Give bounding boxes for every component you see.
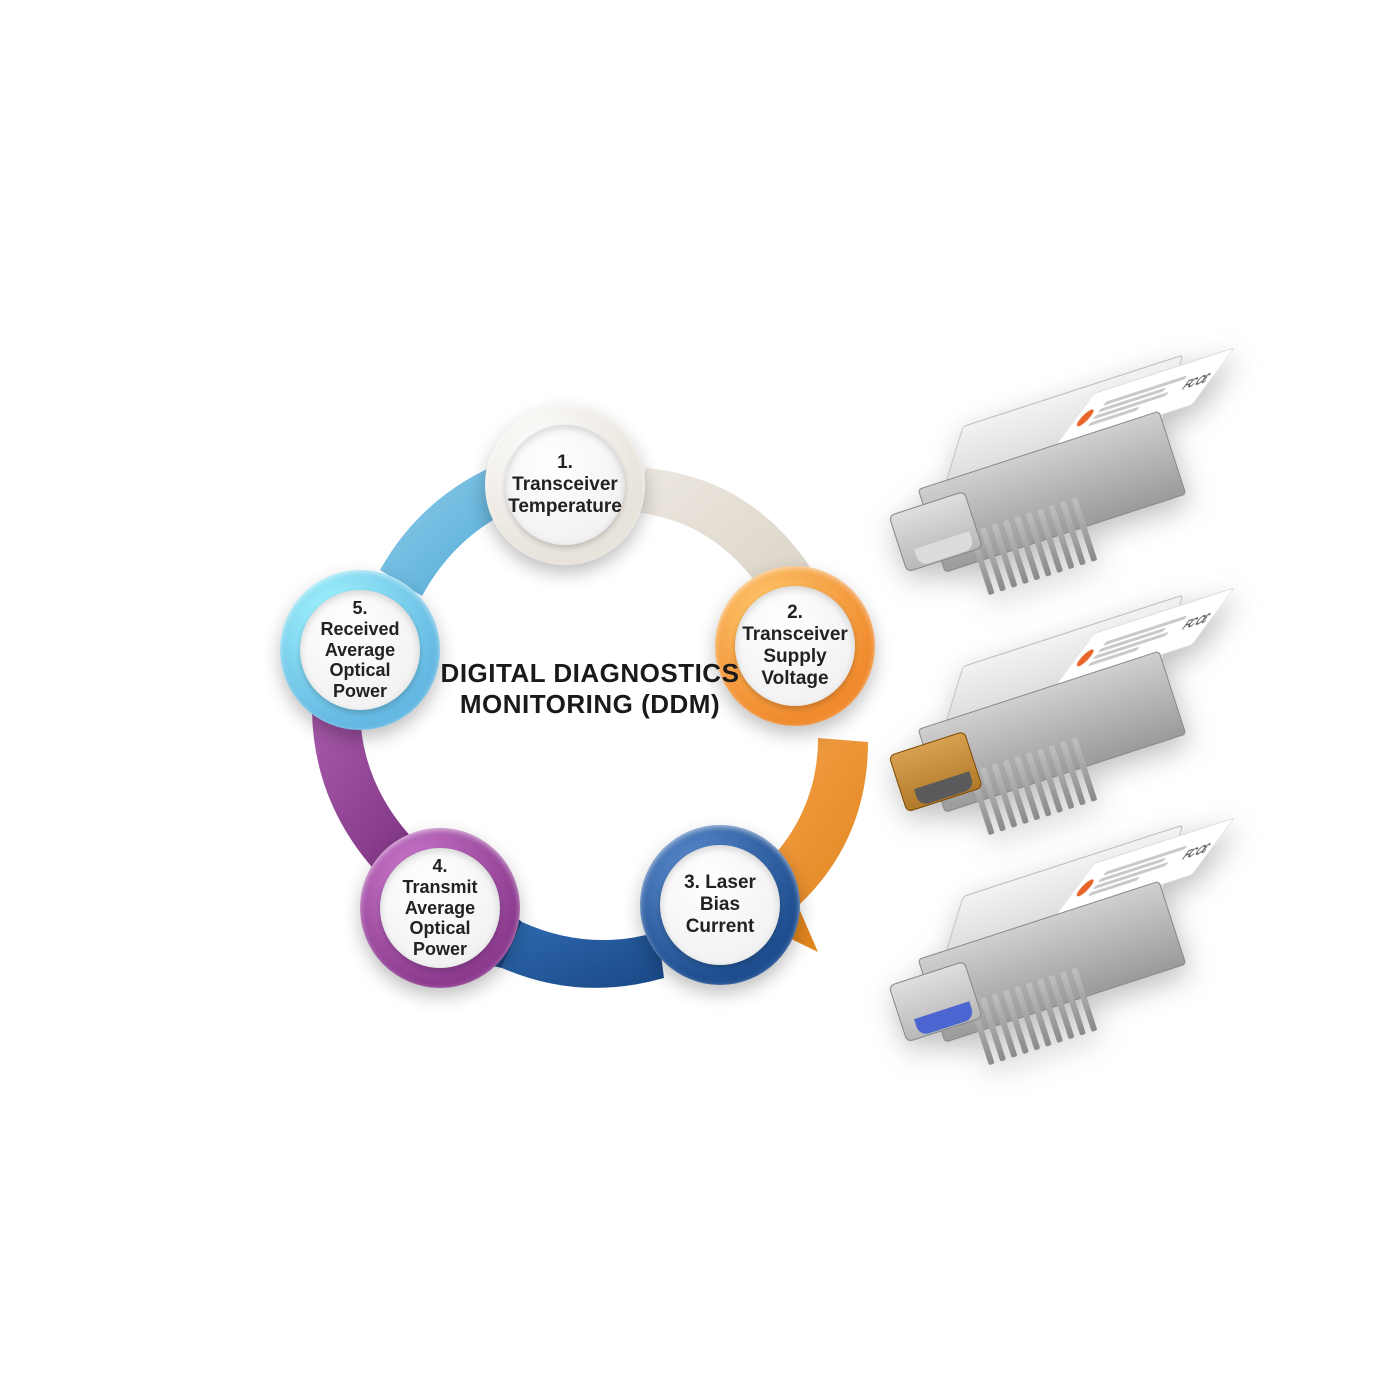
cycle-node-inner: 3. Laser Bias Current	[660, 845, 780, 965]
cycle-node-inner: 1. Transceiver Temperature	[505, 425, 625, 545]
cycle-node: 3. Laser Bias Current	[640, 825, 800, 985]
cycle-node-inner: 5. Received Average Optical Power	[300, 590, 420, 710]
center-title-line1: DIGITAL DIAGNOSTICS	[440, 658, 740, 689]
cycle-node: 1. Transceiver Temperature	[485, 405, 645, 565]
cycle-node-label: 4. Transmit Average Optical Power	[380, 856, 500, 959]
cycle-node-inner: 4. Transmit Average Optical Power	[380, 848, 500, 968]
cycle-node-label: 2. Transceiver Supply Voltage	[728, 602, 862, 689]
center-title: DIGITAL DIAGNOSTICS MONITORING (DDM)	[440, 658, 740, 720]
center-title-line2: MONITORING (DDM)	[440, 689, 740, 720]
cycle-node: 5. Received Average Optical Power	[280, 570, 440, 730]
cycle-node-label: 3. Laser Bias Current	[660, 872, 780, 938]
cycle-node-label: 1. Transceiver Temperature	[494, 452, 636, 518]
stage: { "canvas": { "width": 1400, "height": 1…	[0, 0, 1400, 1400]
cycle-node-label: 5. Received Average Optical Power	[300, 598, 420, 701]
cycle-node-inner: 2. Transceiver Supply Voltage	[735, 586, 855, 706]
cycle-node: 4. Transmit Average Optical Power	[360, 828, 520, 988]
cycle-arrow	[502, 922, 664, 988]
